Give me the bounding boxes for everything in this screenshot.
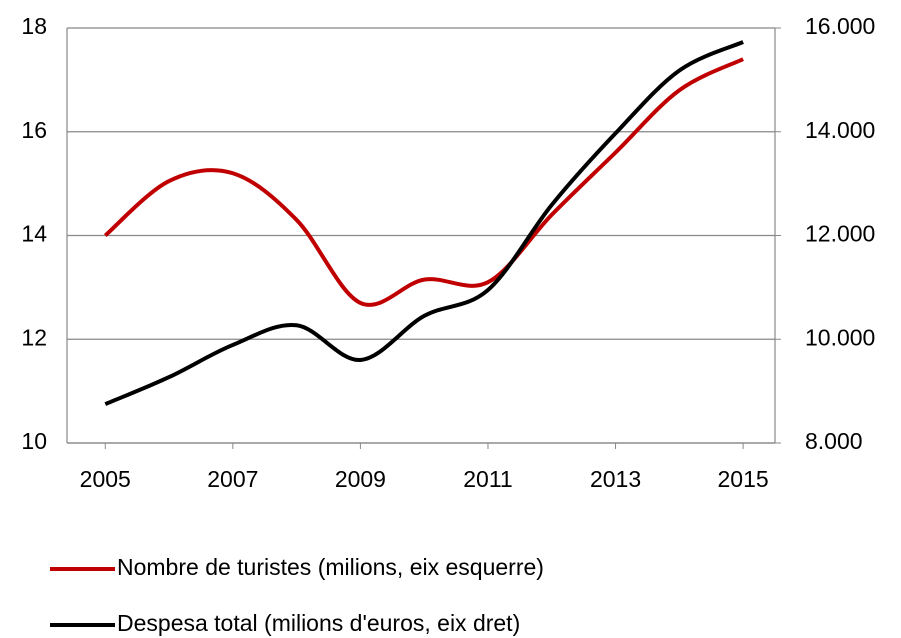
y-tick-label: 18	[21, 13, 47, 39]
y2-tick-label: 12.000	[805, 221, 875, 247]
x-tick-label: 2007	[207, 466, 258, 492]
y-tick-label: 10	[21, 428, 47, 454]
x-tick-label: 2015	[718, 466, 769, 492]
x-tick-label: 2013	[590, 466, 641, 492]
x-tick-label: 2005	[80, 466, 131, 492]
legend-label: Nombre de turistes (milions, eix esquerr…	[117, 554, 544, 580]
y2-tick-label: 8.000	[805, 428, 863, 454]
y2-tick-label: 10.000	[805, 324, 875, 350]
x-tick-label: 2009	[335, 466, 386, 492]
y-tick-label: 12	[21, 324, 47, 350]
y-tick-label: 14	[21, 221, 47, 247]
series-line	[104, 40, 744, 406]
y-tick-label: 16	[21, 117, 47, 143]
x-tick-label: 2011	[463, 466, 512, 492]
y2-tick-label: 16.000	[805, 13, 875, 39]
y2-tick-label: 14.000	[805, 117, 875, 143]
series-line	[103, 57, 744, 307]
legend-label: Despesa total (milions d'euros, eix dret…	[117, 610, 520, 636]
